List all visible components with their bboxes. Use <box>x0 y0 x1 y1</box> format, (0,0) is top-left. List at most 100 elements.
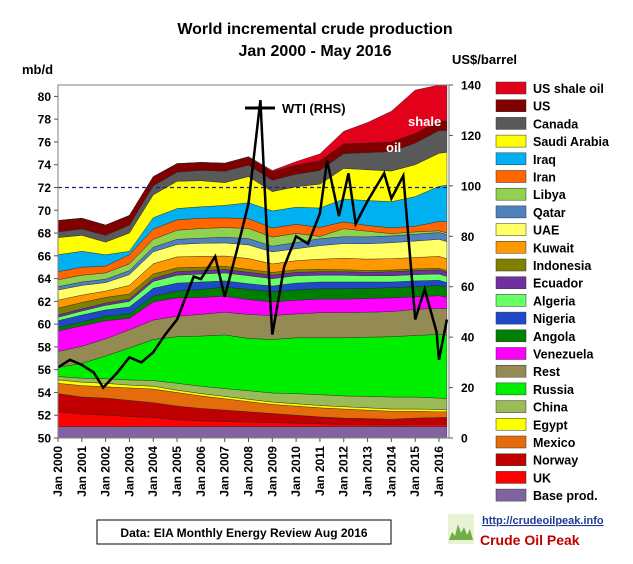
legend-label-uae: UAE <box>533 224 559 238</box>
legend-swatch-saudi-arabia <box>495 134 527 148</box>
y-axis-label-right: US$/barrel <box>452 52 517 67</box>
wti-price-line <box>57 99 449 390</box>
area-base-prod- <box>57 426 448 439</box>
legend-swatch-qatar <box>495 205 527 219</box>
y-tick-left-label: 78 <box>38 113 52 127</box>
x-tick-label: Jan 2000 <box>51 446 65 497</box>
y-tick-left-label: 68 <box>38 227 52 241</box>
x-tick-label: Jan 2015 <box>408 446 422 497</box>
annotation-oil: oil <box>386 140 401 155</box>
x-tick-label: Jan 2003 <box>122 446 136 497</box>
legend-swatch-russia <box>495 382 527 396</box>
plot-frame <box>57 84 450 439</box>
y-ticks-right: 0 20 40 60 80 100 120 140 <box>449 79 481 446</box>
x-tick-label: Jan 2014 <box>384 446 398 497</box>
legend-label-egypt: Egypt <box>533 418 569 432</box>
y-tick-left-label: 54 <box>38 386 52 400</box>
legend-label-kuwait: Kuwait <box>533 241 575 255</box>
legend-label-indonesia: Indonesia <box>533 259 592 273</box>
x-tick-label: Jan 2009 <box>265 446 279 497</box>
y-axis-label-left: mb/d <box>22 62 53 77</box>
legend-label-norway: Norway <box>533 454 578 468</box>
x-ticks: Jan 2000 Jan 2001 Jan 2002 Jan 2003 Jan 2004… <box>51 438 446 497</box>
x-tick-label: Jan 2010 <box>289 446 303 497</box>
legend-label-iraq: Iraq <box>533 153 556 167</box>
legend-swatch-algeria <box>495 294 527 307</box>
y-tick-left-label: 58 <box>38 340 52 354</box>
legend-label-qatar: Qatar <box>533 206 566 220</box>
legend-swatch-angola <box>495 329 527 343</box>
legend-swatch-libya <box>495 187 527 201</box>
x-tick-label: Jan 2006 <box>194 446 208 497</box>
legend-swatch-canada <box>495 117 527 130</box>
y-tick-left-label: 50 <box>38 432 52 446</box>
legend-label-rest: Rest <box>533 365 561 379</box>
legend-label-us-shale-oil: US shale oil <box>533 82 604 96</box>
x-tick-label: Jan 2001 <box>75 446 89 497</box>
y-tick-left-label: 64 <box>38 272 52 286</box>
legend-label-uk: UK <box>533 471 551 485</box>
x-tick-label: Jan 2002 <box>99 446 113 497</box>
legend-swatch-venezuela <box>495 347 527 360</box>
legend-label-russia: Russia <box>533 383 575 397</box>
legend-label-venezuela: Venezuela <box>533 348 594 362</box>
chart-title: World incremental crude production <box>177 21 452 38</box>
legend-label-nigeria: Nigeria <box>533 312 576 326</box>
x-tick-label: Jan 2007 <box>218 446 232 497</box>
y-tick-right-label: 100 <box>461 179 481 193</box>
legend-label-canada: Canada <box>533 117 579 131</box>
y-tick-left-label: 74 <box>38 158 52 172</box>
legend-swatch-nigeria <box>495 311 527 325</box>
y-tick-right-label: 20 <box>461 381 475 395</box>
y-tick-left-label: 66 <box>38 249 52 263</box>
legend-label-us: US <box>533 100 550 114</box>
legend-label-iran: Iran <box>533 171 556 185</box>
source-box <box>96 519 392 545</box>
legend-label-saudi-arabia: Saudi Arabia <box>533 135 610 149</box>
brand-url[interactable]: http://crudeoilpeak.info <box>482 515 604 527</box>
legend-swatch-kuwait <box>495 241 527 254</box>
legend-swatch-uk <box>495 471 527 484</box>
y-tick-left-label: 80 <box>38 90 52 104</box>
legend-swatch-mexico <box>495 435 527 449</box>
y-tick-left-label: 56 <box>38 363 52 377</box>
legend-swatch-china <box>495 400 527 413</box>
x-tick-label: Jan 2005 <box>170 446 184 497</box>
y-tick-left-label: 62 <box>38 295 52 309</box>
legend-swatch-iraq <box>495 152 527 166</box>
y-tick-right-label: 80 <box>461 230 475 244</box>
legend-swatch-norway <box>495 453 527 466</box>
brand-name: Crude Oil Peak <box>480 532 580 548</box>
legend-swatch-base-prod- <box>495 488 527 502</box>
chart-subtitle: Jan 2000 - May 2016 <box>239 43 392 60</box>
brand-logo-graph <box>449 524 473 540</box>
legend-label-libya: Libya <box>533 188 567 202</box>
legend-swatch-iran <box>495 170 527 183</box>
y-tick-right-label: 40 <box>461 331 475 345</box>
legend-swatch-ecuador <box>495 276 527 289</box>
x-tick-label: Jan 2008 <box>241 446 255 497</box>
y-tick-left-label: 72 <box>38 181 52 195</box>
legend: US shale oil US Canada Saudi Arabia Iraq Iran… <box>495 81 610 503</box>
x-tick-label: Jan 2012 <box>337 446 351 497</box>
y-tick-left-label: 76 <box>38 135 52 149</box>
brand-logo <box>448 514 474 544</box>
legend-label-angola: Angola <box>533 330 576 344</box>
legend-swatch-indonesia <box>495 258 527 272</box>
x-tick-label: Jan 2004 <box>146 446 160 497</box>
area-us-shale-oil <box>57 84 448 226</box>
legend-swatch-us-shale-oil <box>495 81 527 95</box>
y-tick-left-label: 70 <box>38 204 52 218</box>
source-note: Data: EIA Monthly Energy Review Aug 2016 <box>120 526 367 540</box>
legend-label-ecuador: Ecuador <box>533 277 583 291</box>
y-tick-right-label: 140 <box>461 79 481 93</box>
legend-swatch-uae <box>495 223 527 236</box>
y-tick-right-label: 0 <box>461 432 468 446</box>
y-tick-right-label: 60 <box>461 280 475 294</box>
wti-legend-label: WTI (RHS) <box>282 101 346 116</box>
x-tick-label: Jan 2011 <box>313 446 327 496</box>
y-tick-right-label: 120 <box>461 129 481 143</box>
legend-label-algeria: Algeria <box>533 294 576 308</box>
annotation-shale: shale <box>408 114 441 129</box>
